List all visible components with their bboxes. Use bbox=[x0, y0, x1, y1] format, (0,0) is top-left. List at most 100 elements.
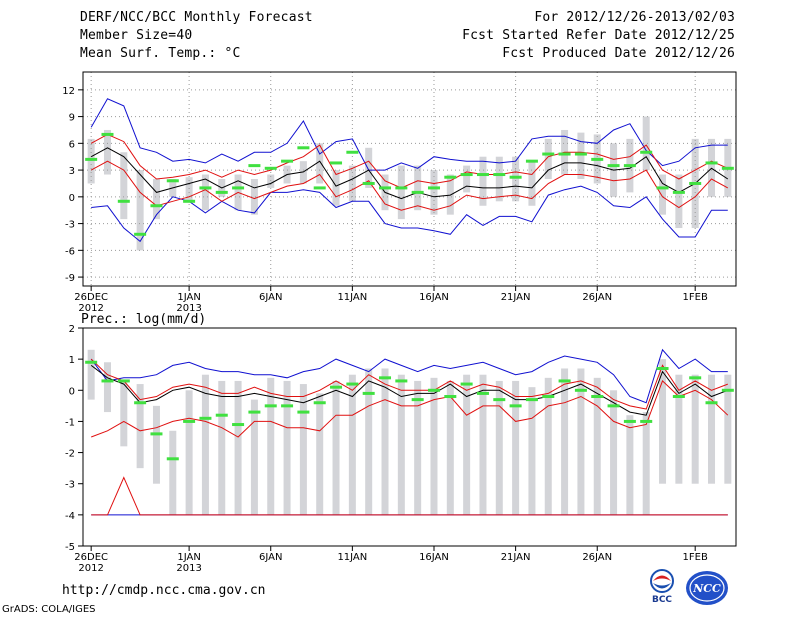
panel1-xtick-label-5: 21JAN bbox=[501, 292, 531, 303]
panel2-box-22 bbox=[430, 377, 438, 515]
panel1-box-21 bbox=[414, 165, 422, 211]
panel1-box-4 bbox=[136, 170, 144, 251]
panel1-mean-mark-17 bbox=[346, 150, 359, 154]
panel2-mean-mark-23 bbox=[444, 395, 457, 399]
panel2-ytick-label-7: -5 bbox=[65, 542, 75, 553]
panel1-box-18 bbox=[365, 147, 373, 188]
panel1-xtick-label-3: 11JAN bbox=[337, 292, 367, 303]
panel1-xtick-label-0-year: 2012 bbox=[78, 303, 103, 314]
panel1-mean-mark-5 bbox=[150, 204, 163, 208]
panel1-ytick-label-6: -6 bbox=[65, 246, 75, 257]
panel2-box-15 bbox=[316, 393, 324, 515]
panel2-mean-mark-29 bbox=[542, 395, 555, 399]
panel1-mean-mark-3 bbox=[117, 199, 130, 203]
panel2-xtick-label-1: 1JAN bbox=[177, 552, 200, 563]
panel1-mean-mark-22 bbox=[427, 186, 440, 190]
panel1-mean-mark-19 bbox=[379, 186, 392, 190]
panel2-frame bbox=[82, 327, 737, 547]
panel1-box-27 bbox=[512, 156, 520, 202]
panel1-ytick-label-7: -9 bbox=[65, 273, 75, 284]
panel2-box-36 bbox=[659, 359, 667, 484]
panel2-mean-mark-12 bbox=[264, 404, 277, 408]
panel2-box-39 bbox=[708, 374, 716, 484]
panel2-mean-mark-36 bbox=[656, 366, 669, 370]
footer-url[interactable]: http://cmdp.ncc.cma.gov.cn bbox=[62, 583, 266, 598]
panel2-mean-mark-16 bbox=[330, 385, 343, 389]
forecast-period: For 2012/12/26-2013/02/03 bbox=[534, 10, 735, 25]
panel2-box-32 bbox=[593, 377, 601, 515]
panel1-box-5 bbox=[152, 179, 160, 220]
panel1-mean-mark-10 bbox=[232, 186, 245, 190]
panel1-box-28 bbox=[528, 161, 536, 206]
panel2-mean-mark-1 bbox=[85, 360, 98, 364]
panel1-box-17 bbox=[348, 165, 356, 202]
panel1-box-31 bbox=[577, 132, 585, 179]
panel1-ytick-label-3: 3 bbox=[69, 166, 75, 177]
panel2-box-3 bbox=[120, 380, 128, 447]
panel2-box-40 bbox=[724, 374, 732, 484]
panel1-box-29 bbox=[544, 138, 552, 179]
panel2-box-27 bbox=[512, 380, 520, 515]
panel1-mean-mark-26 bbox=[493, 173, 506, 177]
panel1-box-2 bbox=[103, 129, 111, 175]
panel1-xtick-label-6: 26JAN bbox=[582, 292, 612, 303]
panel1-mean-mark-1 bbox=[85, 157, 98, 161]
panel2-box-4 bbox=[136, 384, 144, 469]
panel1-mean-mark-31 bbox=[574, 152, 587, 156]
panel2-box-14 bbox=[299, 384, 307, 515]
panel1-xtick-label-7: 1FEB bbox=[683, 292, 708, 303]
panel2-ytick-label-4: -2 bbox=[65, 449, 75, 460]
panel2-mean-mark-8 bbox=[199, 416, 212, 420]
panel1-mean-mark-18 bbox=[362, 181, 375, 185]
panel1-xtick-label-1-year: 2013 bbox=[176, 303, 201, 314]
panel1-box-16 bbox=[332, 170, 340, 206]
panel2-mean-mark-24 bbox=[460, 382, 473, 386]
panel1-box-1 bbox=[87, 138, 95, 184]
panel2-mean-mark-35 bbox=[640, 419, 653, 423]
forecast-start-date: Fcst Started Refer Date 2012/12/25 bbox=[462, 28, 735, 43]
panel1-mean-mark-37 bbox=[672, 190, 685, 194]
panel1-box-36 bbox=[659, 174, 667, 215]
panel2-variable-title: Prec.: log(mm/d) bbox=[81, 312, 206, 327]
panel2-outer-upper-line bbox=[90, 348, 728, 404]
grads-credit: GrADS: COLA/IGES bbox=[2, 604, 96, 615]
panel2-box-17 bbox=[348, 374, 356, 515]
panel2-ytick-label-6: -4 bbox=[65, 511, 75, 522]
panel2-box-24 bbox=[463, 374, 471, 515]
panel1-box-24 bbox=[463, 165, 471, 193]
panel1-mean-mark-14 bbox=[297, 146, 310, 150]
panel2-box-23 bbox=[446, 380, 454, 515]
panel1-mean-mark-35 bbox=[640, 150, 653, 154]
panel2-mean-mark-32 bbox=[591, 395, 604, 399]
panel1-mean-mark-30 bbox=[558, 152, 571, 156]
panel2-mean-mark-11 bbox=[248, 410, 261, 414]
panel2-mean-mark-39 bbox=[705, 401, 718, 405]
panel2-box-6 bbox=[169, 430, 177, 515]
panel2-mean-mark-18 bbox=[362, 391, 375, 395]
ncc-logo-icon: NCC bbox=[686, 571, 728, 605]
panel1-ytick-label-5: -3 bbox=[65, 220, 75, 231]
member-size: Member Size=40 bbox=[80, 28, 193, 43]
panel1-box-15 bbox=[316, 143, 324, 184]
bcc-logo-icon: BCC bbox=[650, 569, 674, 604]
panel1-box-3 bbox=[120, 152, 128, 220]
panel2-xtick-label-2: 6JAN bbox=[259, 552, 282, 563]
panel1-median-line bbox=[90, 147, 729, 200]
panel1-inner-upper-line bbox=[90, 133, 728, 189]
panel2-box-2 bbox=[103, 362, 111, 413]
panel2-box-21 bbox=[414, 380, 422, 515]
panel1-outer-upper-line bbox=[90, 98, 728, 171]
panel2-box-1 bbox=[87, 349, 95, 400]
panel2-box-28 bbox=[528, 387, 536, 515]
panel2-mean-mark-30 bbox=[558, 379, 571, 383]
panel2-mean-mark-4 bbox=[134, 401, 147, 405]
panel2-mean-mark-5 bbox=[150, 432, 163, 436]
panel2-median-line bbox=[90, 365, 728, 416]
panel1-mean-mark-6 bbox=[166, 179, 179, 183]
panel1-ytick-label-2: 6 bbox=[69, 139, 75, 150]
panel2-box-12 bbox=[267, 377, 275, 515]
panel2-mean-mark-33 bbox=[607, 404, 620, 408]
panel2-mean-mark-28 bbox=[525, 398, 538, 402]
panel1-mean-mark-23 bbox=[444, 175, 457, 179]
panel2-mean-mark-38 bbox=[689, 376, 702, 380]
